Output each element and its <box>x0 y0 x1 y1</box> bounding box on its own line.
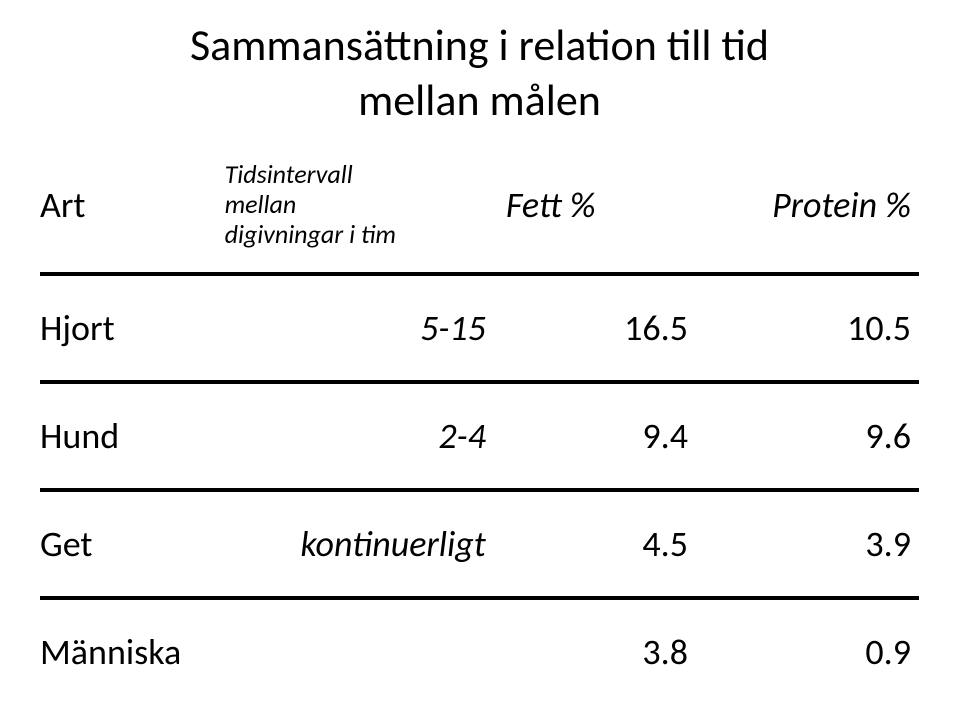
table-row: Hjort 5-15 16.5 10.5 <box>40 274 919 382</box>
header-interval: Tidsintervall mellan digivningar i tim <box>225 138 506 274</box>
cell-art: Get <box>40 490 225 598</box>
cell-fett: 3.8 <box>506 598 708 704</box>
header-interval-line1: Tidsintervall <box>225 158 353 190</box>
slide: Sammansättning i relation till tid mella… <box>0 0 959 665</box>
page-title: Sammansättning i relation till tid mella… <box>40 18 919 128</box>
table-header-row: Art Tidsintervall mellan digivningar i t… <box>40 138 919 274</box>
table-row: Människa 3.8 0.9 <box>40 598 919 704</box>
table-row: Hund 2-4 9.4 9.6 <box>40 382 919 490</box>
header-interval-line3: digivningar i tim <box>225 218 396 250</box>
cell-interval: 5-15 <box>225 274 506 382</box>
cell-art: Hund <box>40 382 225 490</box>
cell-fett: 9.4 <box>506 382 708 490</box>
cell-protein: 0.9 <box>708 598 919 704</box>
cell-protein: 9.6 <box>708 382 919 490</box>
cell-fett: 16.5 <box>506 274 708 382</box>
cell-protein: 3.9 <box>708 490 919 598</box>
cell-art: Hjort <box>40 274 225 382</box>
cell-interval: 2-4 <box>225 382 506 490</box>
header-interval-line2: mellan <box>225 188 297 220</box>
header-protein: Protein % <box>708 138 919 274</box>
title-line-1: Sammansättning i relation till tid <box>190 18 769 72</box>
composition-table: Art Tidsintervall mellan digivningar i t… <box>40 138 919 704</box>
cell-fett: 4.5 <box>506 490 708 598</box>
title-line-2: mellan målen <box>358 73 601 127</box>
cell-art: Människa <box>40 598 225 704</box>
cell-interval <box>225 598 506 704</box>
table-row: Get kontinuerligt 4.5 3.9 <box>40 490 919 598</box>
cell-protein: 10.5 <box>708 274 919 382</box>
header-art: Art <box>40 138 225 274</box>
header-fett: Fett % <box>506 138 708 274</box>
cell-interval: kontinuerligt <box>225 490 506 598</box>
